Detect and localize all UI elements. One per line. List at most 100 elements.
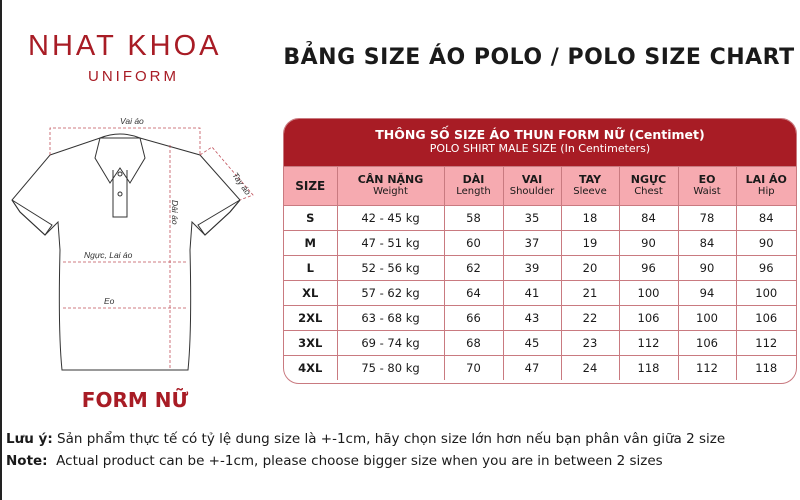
placket bbox=[112, 170, 128, 218]
table-row: S 42 - 45 kg 58 35 18 84 78 84 bbox=[284, 205, 796, 231]
value-cell: 47 - 51 kg bbox=[336, 230, 445, 256]
column-header-vi: LAI ÁO bbox=[745, 173, 787, 186]
shirt-diagram: Vai áo Tay áo Dài áo Ngực, Lai áo Eo bbox=[11, 116, 254, 371]
value-cell: 52 - 56 kg bbox=[336, 255, 445, 281]
column-header: DÀI Length bbox=[443, 166, 504, 206]
size-cell: 3XL bbox=[284, 330, 338, 356]
table-title-vi: THÔNG SỐ SIZE ÁO THUN FORM NỮ (Centimet) bbox=[375, 127, 705, 142]
label-length: Dài áo bbox=[170, 200, 180, 225]
column-header-vi: CÂN NẶNG bbox=[357, 173, 424, 186]
note-en: Note: Actual product can be +-1cm, pleas… bbox=[6, 453, 663, 469]
table-row: L 52 - 56 kg 62 39 20 96 90 96 bbox=[284, 255, 796, 281]
value-cell: 78 bbox=[677, 205, 737, 231]
table-title-en: POLO SHIRT MALE SIZE (In Centimeters) bbox=[429, 142, 651, 155]
value-cell: 37 bbox=[502, 230, 562, 256]
form-label: FORM NỮ bbox=[81, 388, 189, 412]
value-cell: 84 bbox=[735, 205, 796, 231]
page-title: BẢNG SIZE ÁO POLO / POLO SIZE CHART bbox=[283, 45, 795, 70]
table-row: 3XL 69 - 74 kg 68 45 23 112 106 112 bbox=[284, 330, 796, 356]
note-en-text: Actual product can be +-1cm, please choo… bbox=[47, 453, 663, 469]
column-header-vi: EO bbox=[698, 173, 716, 186]
column-header: TAY Sleeve bbox=[560, 166, 620, 206]
column-header-en: Shoulder bbox=[509, 186, 555, 197]
value-cell: 43 bbox=[502, 305, 562, 331]
value-cell: 100 bbox=[618, 280, 679, 306]
size-cell: XL bbox=[284, 280, 338, 306]
value-cell: 96 bbox=[618, 255, 679, 281]
value-cell: 64 bbox=[443, 280, 504, 306]
note-vi: Lưu ý: Sản phẩm thực tế có tỷ lệ dung si… bbox=[6, 431, 725, 447]
value-cell: 18 bbox=[560, 205, 620, 231]
value-cell: 84 bbox=[618, 205, 679, 231]
value-cell: 62 bbox=[443, 255, 504, 281]
value-cell: 106 bbox=[735, 305, 796, 331]
value-cell: 42 - 45 kg bbox=[336, 205, 445, 231]
value-cell: 35 bbox=[502, 205, 562, 231]
value-cell: 90 bbox=[735, 230, 796, 256]
column-header: VAI Shoulder bbox=[502, 166, 562, 206]
value-cell: 118 bbox=[735, 355, 796, 380]
column-header-en: Length bbox=[456, 186, 491, 197]
value-cell: 112 bbox=[677, 355, 737, 380]
value-cell: 68 bbox=[443, 330, 504, 356]
note-en-label: Note: bbox=[6, 453, 48, 469]
column-header-vi: SIZE bbox=[295, 179, 326, 193]
table-row: XL 57 - 62 kg 64 41 21 100 94 100 bbox=[284, 280, 796, 306]
label-shoulder: Vai áo bbox=[120, 116, 144, 126]
column-header: CÂN NẶNG Weight bbox=[336, 166, 445, 206]
shirt-outline bbox=[11, 137, 241, 371]
value-cell: 118 bbox=[618, 355, 679, 380]
note-vi-text: Sản phẩm thực tế có tỷ lệ dung size là +… bbox=[52, 431, 726, 447]
value-cell: 66 bbox=[443, 305, 504, 331]
left-border bbox=[0, 0, 2, 500]
size-table: THÔNG SỐ SIZE ÁO THUN FORM NỮ (Centimet)… bbox=[283, 118, 797, 384]
value-cell: 75 - 80 kg bbox=[336, 355, 445, 380]
value-cell: 21 bbox=[560, 280, 620, 306]
value-cell: 70 bbox=[443, 355, 504, 380]
value-cell: 19 bbox=[560, 230, 620, 256]
value-cell: 41 bbox=[502, 280, 562, 306]
size-cell: L bbox=[284, 255, 338, 281]
table-row: 4XL 75 - 80 kg 70 47 24 118 112 118 bbox=[284, 355, 796, 380]
column-header: SIZE bbox=[284, 166, 338, 206]
table-row: M 47 - 51 kg 60 37 19 90 84 90 bbox=[284, 230, 796, 256]
value-cell: 90 bbox=[677, 255, 737, 281]
column-header-vi: DÀI bbox=[462, 173, 485, 186]
brand-logo: NHAT KHOA bbox=[28, 30, 222, 62]
column-header-en: Weight bbox=[373, 186, 408, 197]
value-cell: 63 - 68 kg bbox=[336, 305, 445, 331]
column-header-vi: VAI bbox=[521, 173, 543, 186]
value-cell: 94 bbox=[677, 280, 737, 306]
brand-logo-sub: UNIFORM bbox=[88, 68, 179, 85]
value-cell: 69 - 74 kg bbox=[336, 330, 445, 356]
label-waist: Eo bbox=[104, 296, 115, 306]
collar bbox=[94, 133, 146, 184]
size-cell: 4XL bbox=[284, 355, 338, 380]
value-cell: 106 bbox=[618, 305, 679, 331]
column-header: LAI ÁO Hip bbox=[735, 166, 796, 206]
value-cell: 39 bbox=[502, 255, 562, 281]
column-header-vi: NGỰC bbox=[630, 173, 667, 186]
size-cell: M bbox=[284, 230, 338, 256]
value-cell: 84 bbox=[677, 230, 737, 256]
size-cell: 2XL bbox=[284, 305, 338, 331]
value-cell: 96 bbox=[735, 255, 796, 281]
value-cell: 106 bbox=[677, 330, 737, 356]
column-header: EO Waist bbox=[677, 166, 737, 206]
table-header: THÔNG SỐ SIZE ÁO THUN FORM NỮ (Centimet)… bbox=[284, 119, 796, 166]
note-vi-label: Lưu ý: bbox=[6, 431, 53, 447]
table-row: 2XL 63 - 68 kg 66 43 22 106 100 106 bbox=[284, 305, 796, 331]
column-header-en: Waist bbox=[693, 186, 721, 197]
value-cell: 23 bbox=[560, 330, 620, 356]
value-cell: 100 bbox=[735, 280, 796, 306]
value-cell: 60 bbox=[443, 230, 504, 256]
column-header: NGỰC Chest bbox=[618, 166, 679, 206]
column-header-en: Chest bbox=[634, 186, 663, 197]
value-cell: 100 bbox=[677, 305, 737, 331]
column-header-vi: TAY bbox=[578, 173, 602, 186]
value-cell: 22 bbox=[560, 305, 620, 331]
value-cell: 112 bbox=[735, 330, 796, 356]
column-header-en: Hip bbox=[757, 186, 775, 197]
value-cell: 112 bbox=[618, 330, 679, 356]
value-cell: 45 bbox=[502, 330, 562, 356]
